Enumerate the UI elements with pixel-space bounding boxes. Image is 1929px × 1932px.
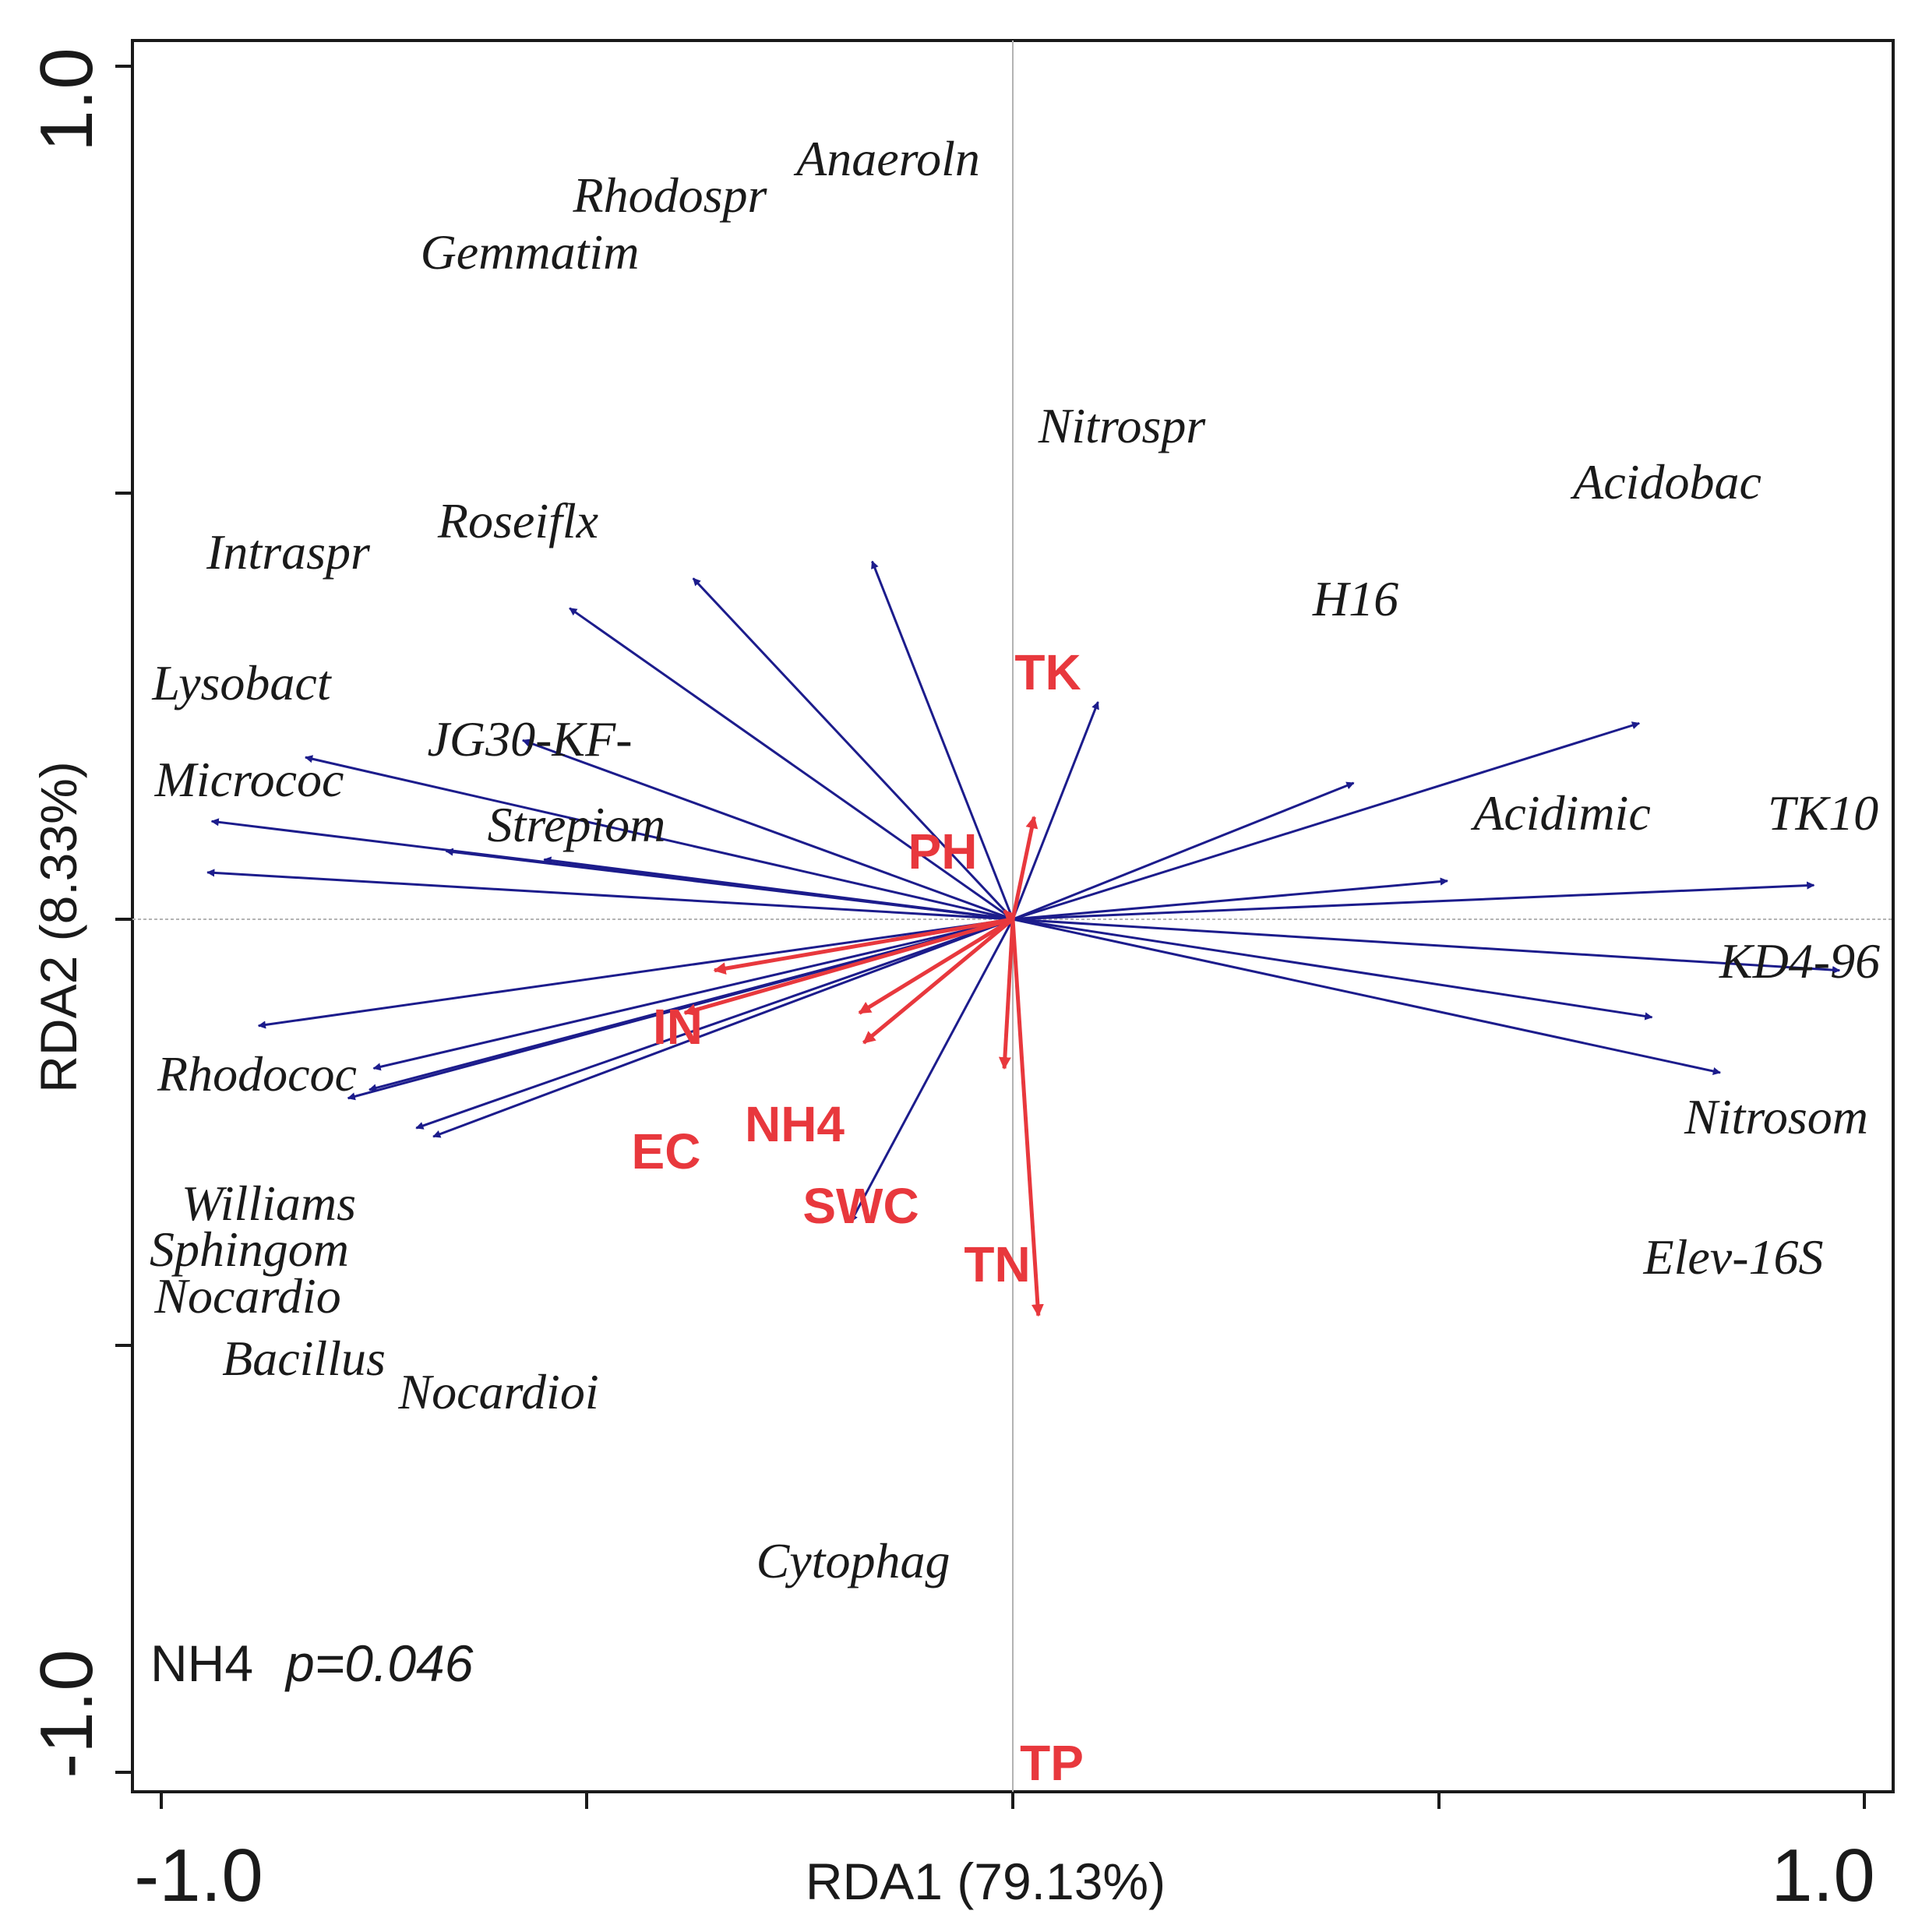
species-arrow-kd4-96 — [1012, 918, 1841, 975]
species-label-rhodospr: Rhodospr — [573, 167, 768, 223]
species-arrow-acidimic — [1012, 877, 1448, 921]
y-tick-label-min: -1.0 — [25, 1649, 108, 1778]
species-label-nocardio: Nocardio — [153, 1268, 340, 1324]
y-axis-title: RDA2 (8.33%) — [30, 761, 87, 1093]
species-arrow-nitrosom — [1012, 918, 1653, 1021]
env-label-tn: TN — [964, 1236, 1030, 1292]
species-label-bacillus: Bacillus — [222, 1331, 386, 1386]
species-label-roseiflx: Roseiflx — [437, 493, 598, 548]
species-arrow-nocardioi — [432, 918, 1014, 1138]
y-tick-label-max: 1.0 — [25, 48, 108, 151]
species-label-sphingom: Sphingom — [150, 1222, 349, 1277]
species-arrow-micrococ — [206, 869, 1014, 921]
x-tick-label-max: 1.0 — [1771, 1834, 1874, 1917]
env-arrow-tn — [998, 918, 1015, 1070]
x-axis-title: RDA1 (79.13%) — [806, 1853, 1166, 1910]
species-arrow-intraspr — [304, 755, 1014, 921]
species-label-anaeroln: Anaeroln — [793, 131, 980, 186]
species-arrow-anaeroln — [871, 560, 1014, 920]
env-label-swc: SWC — [802, 1178, 919, 1234]
species-label-rhodococ: Rhodococ — [157, 1046, 357, 1102]
species-label-intraspr: Intraspr — [206, 524, 371, 580]
env-label-nh4: NH4 — [745, 1096, 845, 1152]
species-label-micrococ: Micrococ — [154, 752, 344, 807]
env-label-ec: EC — [632, 1123, 701, 1179]
species-arrow-h16 — [1012, 781, 1355, 921]
species-arrow-rhodospr — [692, 577, 1014, 921]
species-arrow-elev-16s — [1012, 918, 1722, 1075]
environment-vectors — [683, 816, 1044, 1317]
species-arrow-rhodococ — [257, 918, 1014, 1029]
species-label-acidobac: Acidobac — [1570, 454, 1761, 509]
species-arrow-nitrospr — [1011, 701, 1099, 920]
env-arrow-ec — [683, 917, 1014, 1017]
annotation-variable: NH4 — [150, 1634, 253, 1692]
x-tick-label-min: -1.0 — [134, 1834, 263, 1917]
species-label-gemmatim: Gemmatim — [421, 224, 640, 280]
env-label-tk: TK — [1014, 644, 1081, 700]
species-label-h16: H16 — [1312, 571, 1398, 626]
species-label-cytophag: Cytophag — [756, 1533, 950, 1588]
species-arrow-gemmatim — [569, 607, 1014, 921]
species-label-lysobact: Lysobact — [151, 655, 332, 710]
env-arrow-nh4 — [858, 917, 1014, 1015]
species-label-elev-16s: Elev-16S — [1643, 1229, 1824, 1285]
env-arrow-tk — [1010, 816, 1039, 920]
species-arrow-cytophag — [849, 918, 1014, 1223]
species-label-kd4-96: KD4-96 — [1719, 933, 1880, 989]
species-label-williams: Williams — [182, 1176, 356, 1231]
species-label-nocardioi: Nocardioi — [397, 1364, 598, 1419]
species-vectors — [206, 560, 1841, 1223]
species-label-jg30-kf-: JG30-KF- — [427, 711, 632, 767]
species-label-nitrospr: Nitrospr — [1038, 398, 1207, 453]
species-label-tk10: TK10 — [1768, 785, 1878, 841]
env-label-ph: PH — [908, 823, 978, 880]
env-label-in: IN — [653, 999, 703, 1055]
species-arrow-strepiom — [543, 856, 1014, 921]
species-label-strepiom: Strepiom — [488, 797, 666, 852]
species-arrow-williams — [372, 918, 1014, 1071]
species-label-acidimic: Acidimic — [1470, 785, 1650, 841]
env-arrow-in — [713, 917, 1014, 975]
species-arrow-acidobac — [1012, 721, 1641, 921]
env-arrow-swc — [862, 918, 1014, 1045]
species-arrow-tk10 — [1012, 881, 1815, 921]
species-label-nitrosom: Nitrosom — [1684, 1089, 1868, 1144]
env-label-tp: TP — [1020, 1735, 1084, 1791]
significance-annotation: NH4 p=0.046 — [150, 1634, 474, 1692]
env-arrow-tp — [1010, 918, 1044, 1317]
species-arrow-bacillus — [415, 918, 1014, 1130]
annotation-p-value: p=0.046 — [284, 1634, 474, 1692]
species-arrow-roseiflx — [521, 739, 1014, 921]
